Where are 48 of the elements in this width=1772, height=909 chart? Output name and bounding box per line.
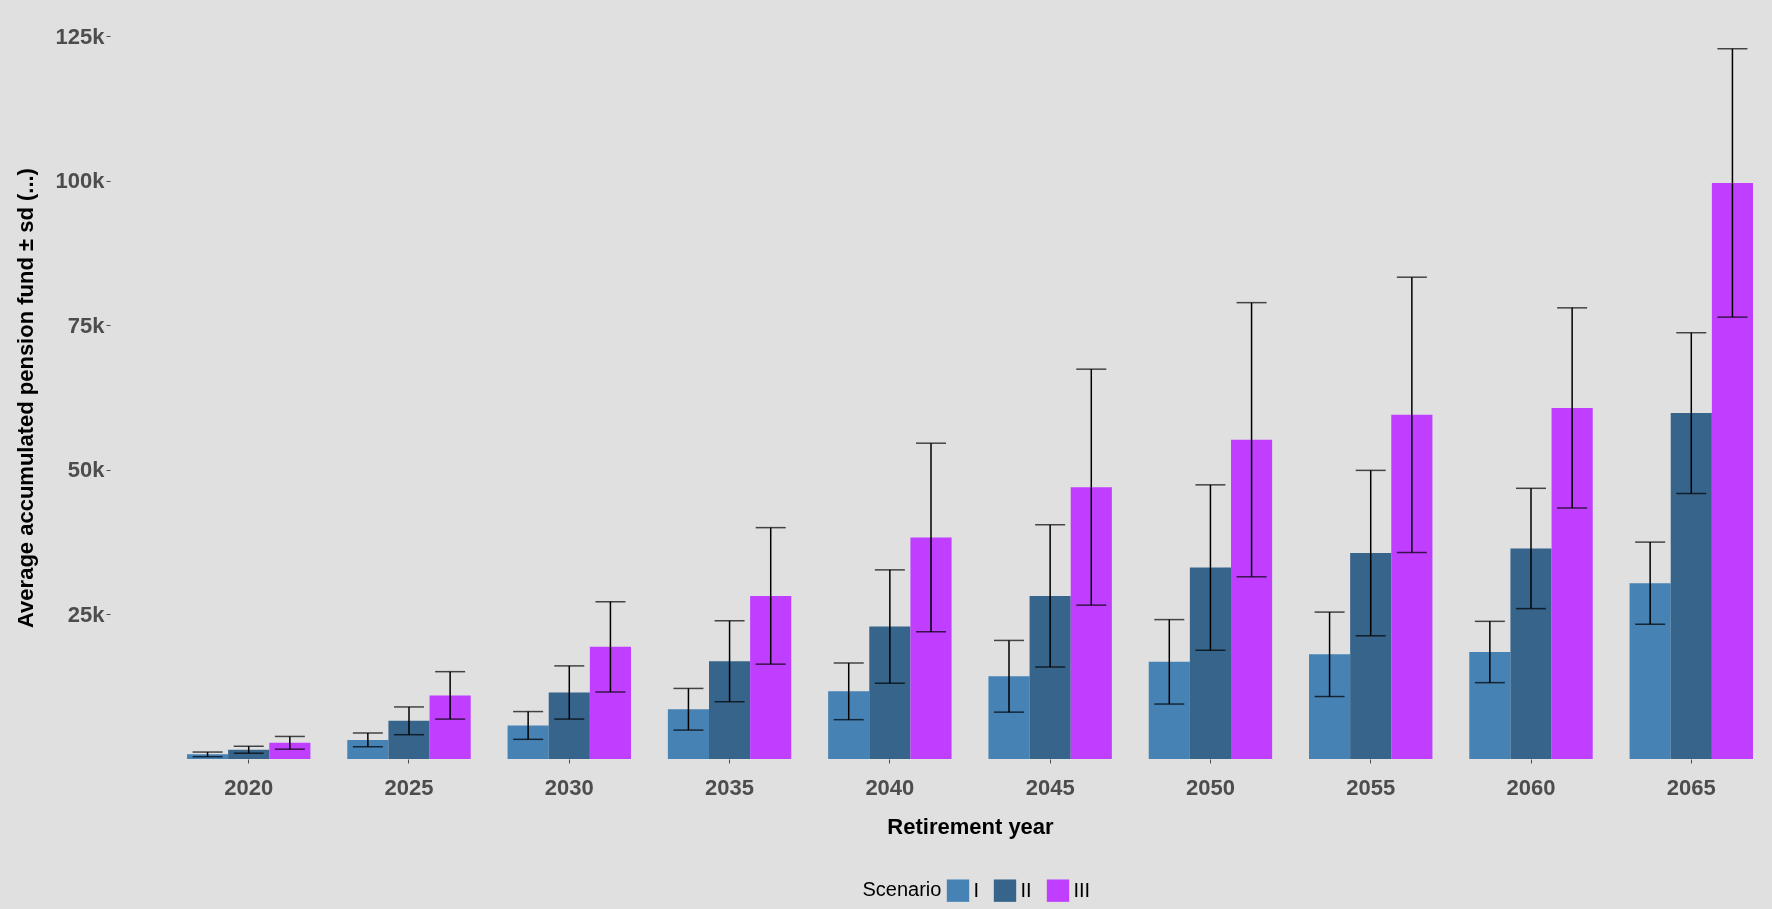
bar — [1070, 487, 1112, 759]
y-axis-title: Average accumulated pension fund ± sd (...) — [12, 168, 38, 628]
y-tick-label: 100k — [55, 168, 106, 194]
bar — [1629, 583, 1671, 759]
bar — [1670, 413, 1712, 759]
x-tick-label: 2035 — [705, 774, 755, 800]
x-tick-label: 2060 — [1506, 774, 1556, 800]
bar — [1029, 595, 1071, 759]
bar — [1711, 182, 1753, 759]
y-tick-label: 125k — [55, 23, 106, 49]
x-axis-title: Retirement year — [887, 813, 1055, 839]
x-tick-label: 2020 — [224, 774, 274, 800]
bar — [1469, 652, 1511, 759]
x-tick-label: 2045 — [1025, 774, 1075, 800]
y-tick-label: 50k — [67, 457, 106, 483]
y-tick-label: 25k — [67, 601, 106, 627]
legend-title: Scenario — [862, 878, 942, 900]
legend-label: III — [1073, 878, 1091, 901]
bar — [869, 626, 911, 759]
bar — [828, 691, 870, 759]
bar — [988, 676, 1030, 759]
bar — [910, 537, 952, 759]
bar — [1148, 661, 1190, 759]
bar — [667, 709, 709, 759]
bar — [429, 695, 471, 759]
bar — [1309, 654, 1351, 759]
bar — [548, 692, 590, 759]
bar — [1391, 414, 1433, 759]
bar — [589, 646, 631, 759]
bar — [1350, 553, 1392, 759]
bar — [347, 739, 389, 759]
legend-label: I — [973, 878, 980, 901]
y-tick-label: 75k — [67, 312, 106, 338]
bar — [750, 595, 792, 759]
bar — [1231, 439, 1273, 759]
x-tick-label: 2055 — [1346, 774, 1396, 800]
x-tick-label: 2050 — [1185, 774, 1235, 800]
x-tick-label: 2040 — [865, 774, 915, 800]
x-tick-label: 2030 — [544, 774, 594, 800]
x-tick-label: 2065 — [1666, 774, 1716, 800]
bar — [709, 661, 751, 759]
bar — [388, 720, 430, 759]
bar — [1189, 567, 1231, 759]
legend-label: II — [1020, 878, 1032, 901]
bar — [1551, 407, 1593, 759]
bar — [1510, 548, 1552, 759]
bar — [507, 725, 549, 759]
x-tick-label: 2025 — [384, 774, 434, 800]
